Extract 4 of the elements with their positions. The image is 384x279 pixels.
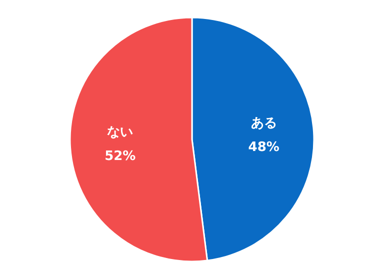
data-label: 48%	[248, 140, 280, 155]
slice-label: ある	[250, 116, 277, 131]
data-label: 52%	[104, 149, 136, 164]
slice-label: ない	[107, 125, 134, 140]
